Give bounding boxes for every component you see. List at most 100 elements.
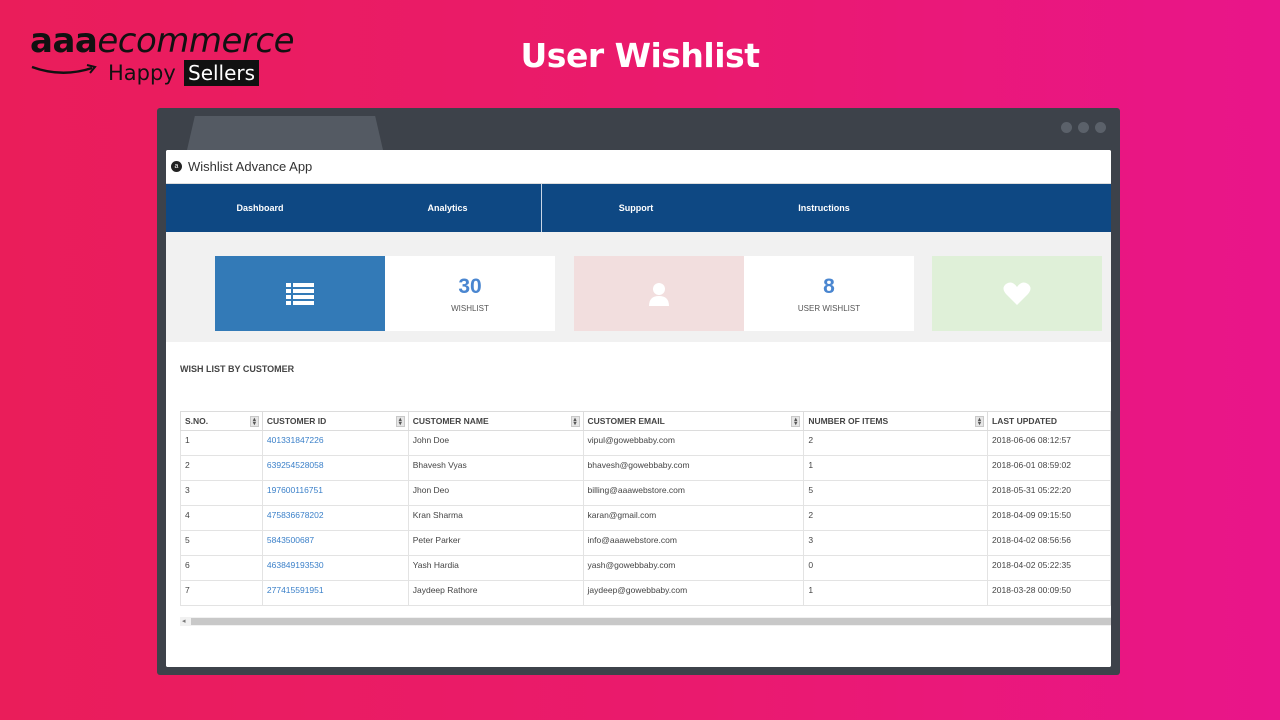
user-wishlist-count: 8 [823,275,835,298]
cell-name: Peter Parker [407,530,584,556]
scroll-left-icon[interactable]: ◂ [182,618,186,625]
cell-email: karan@gmail.com [582,505,805,531]
window-dot[interactable] [1061,122,1072,133]
sort-icon[interactable]: ▴ ▾ [975,416,985,427]
cell-name: John Doe [407,430,584,456]
column-header[interactable]: NUMBER OF ITEMS ▴ ▾ [803,411,989,431]
table-row: 4 475836678202 Kran Sharma karan@gmail.c… [180,505,1111,531]
wishlist-stat: 30 WISHLIST [385,256,555,331]
browser-window: a Wishlist Advance App Dashboard Analyti… [157,108,1120,675]
header-label: CUSTOMER ID [266,416,327,426]
column-header[interactable]: CUSTOMER ID ▴ ▾ [261,411,409,431]
page-title: User Wishlist [520,36,760,75]
panel-title: WISH LIST BY CUSTOMER [180,364,295,374]
cell-sno: 4 [180,505,263,531]
wishlist-table: S.NO. ▴ ▾ CUSTOMER ID ▴ ▾ CUSTOMER NAME ▴ ▾ CU… [180,411,1111,606]
cell-items: 1 [803,455,989,481]
smile-arrow-icon [31,64,97,74]
cell-updated: 2018-06-01 08:59:02 [987,455,1111,481]
header-label: S.NO. [185,416,209,426]
cell-items: 0 [803,555,989,581]
logo-suffix: ecommerce [97,21,295,61]
cell-email: info@aaawebstore.com [582,530,805,556]
cell-updated: 2018-04-02 05:22:35 [987,555,1111,581]
cell-sno: 5 [180,530,263,556]
customer-id-link[interactable]: 475836678202 [261,505,409,531]
app-logo-icon: a [171,161,182,172]
cell-items: 1 [803,580,989,606]
user-icon [649,282,669,306]
customer-id-link[interactable]: 639254528058 [261,455,409,481]
logo-sellers: Sellers [184,60,260,86]
scroll-thumb[interactable] [191,618,1111,625]
main-nav: Dashboard Analytics Support Instructions [166,184,1111,232]
table-row: 5 5843500687 Peter Parker info@aaawebsto… [180,530,1111,556]
user-stat-icon-box [574,256,744,331]
cell-sno: 7 [180,580,263,606]
cell-updated: 2018-06-06 08:12:57 [987,430,1111,456]
cell-updated: 2018-04-02 08:56:56 [987,530,1111,556]
list-icon [286,282,314,305]
customer-id-link[interactable]: 401331847226 [261,430,409,456]
table-header-row: S.NO. ▴ ▾ CUSTOMER ID ▴ ▾ CUSTOMER NAME ▴ ▾ CU… [180,411,1111,431]
logo-prefix: aaa [30,21,98,61]
header-label: LAST UPDATED [992,416,1058,426]
cell-email: vipul@gowebbaby.com [582,430,805,456]
table-row: 2 639254528058 Bhavesh Vyas bhavesh@gowe… [180,455,1111,481]
header-label: CUSTOMER NAME [412,416,489,426]
customer-id-link[interactable]: 463849193530 [261,555,409,581]
wishlist-panel: WISH LIST BY CUSTOMER S.NO. ▴ ▾ CUSTOMER I… [166,342,1111,667]
wishlist-stat-icon-box [215,256,385,331]
cell-sno: 6 [180,555,263,581]
column-header[interactable]: LAST UPDATED [987,411,1111,431]
window-dot[interactable] [1095,122,1106,133]
app-header: a Wishlist Advance App [166,150,1111,184]
customer-id-link[interactable]: 277415591951 [261,580,409,606]
sort-icon[interactable]: ▴ ▾ [791,416,801,427]
stats-row: 30 WISHLIST 8 USER WISHLIST [166,256,1111,332]
table-row: 7 277415591951 Jaydeep Rathore jaydeep@g… [180,580,1111,606]
horizontal-scrollbar[interactable]: ◂ [180,617,1111,626]
cell-items: 2 [803,505,989,531]
nav-analytics[interactable]: Analytics [354,184,542,232]
cell-email: jaydeep@gowebbaby.com [582,580,805,606]
cell-items: 2 [803,430,989,456]
cell-items: 5 [803,480,989,506]
app-title: Wishlist Advance App [188,159,313,174]
window-dot[interactable] [1078,122,1089,133]
nav-support[interactable]: Support [618,203,654,213]
app-content: a Wishlist Advance App Dashboard Analyti… [166,150,1111,667]
logo-wordmark: aaaecommerce [30,21,295,61]
cell-updated: 2018-05-31 05:22:20 [987,480,1111,506]
cell-sno: 1 [180,430,263,456]
nav-instructions[interactable]: Instructions [798,203,850,213]
cell-updated: 2018-03-28 00:09:50 [987,580,1111,606]
cell-name: Yash Hardia [407,555,584,581]
customer-id-link[interactable]: 197600116751 [261,480,409,506]
cell-name: Jaydeep Rathore [407,580,584,606]
cell-name: Kran Sharma [407,505,584,531]
sort-icon[interactable]: ▴ ▾ [570,416,580,427]
brand-logo: aaaecommerce Happy Sellers [30,22,300,92]
table-row: 6 463849193530 Yash Hardia yash@gowebbab… [180,555,1111,581]
logo-happy: Happy [108,61,176,85]
cell-sno: 2 [180,455,263,481]
user-wishlist-stat: 8 USER WISHLIST [744,256,914,331]
customer-id-link[interactable]: 5843500687 [261,530,409,556]
column-header[interactable]: CUSTOMER NAME ▴ ▾ [407,411,584,431]
sort-icon[interactable]: ▴ ▾ [395,416,405,427]
cell-name: Bhavesh Vyas [407,455,584,481]
heart-stat-icon-box [932,256,1102,331]
column-header[interactable]: CUSTOMER EMAIL ▴ ▾ [582,411,805,431]
cell-email: billing@aaawebstore.com [582,480,805,506]
column-header[interactable]: S.NO. ▴ ▾ [180,411,263,431]
sort-icon[interactable]: ▴ ▾ [249,416,259,427]
wishlist-label: WISHLIST [451,304,489,313]
browser-tab[interactable] [187,116,383,150]
table-row: 1 401331847226 John Doe vipul@gowebbaby.… [180,430,1111,456]
window-controls [1061,122,1106,133]
header-label: CUSTOMER EMAIL [587,416,665,426]
cell-email: yash@gowebbaby.com [582,555,805,581]
user-wishlist-label: USER WISHLIST [797,304,861,313]
nav-dashboard[interactable]: Dashboard [236,203,284,213]
